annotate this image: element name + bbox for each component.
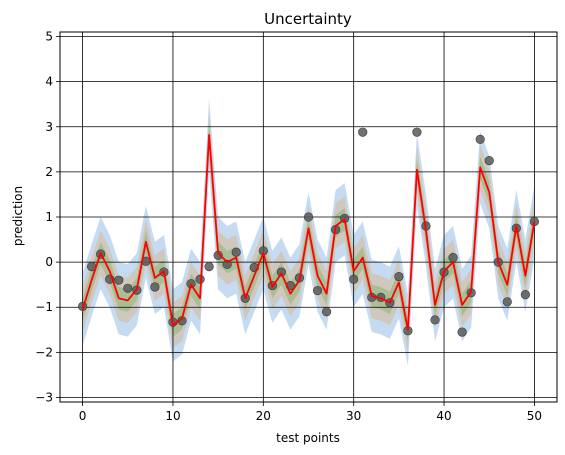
observation-point xyxy=(457,327,467,337)
observation-point xyxy=(430,315,440,325)
observation-point xyxy=(150,282,160,292)
y-tick-label: 2 xyxy=(45,165,53,179)
observation-point xyxy=(502,297,512,307)
x-tick-label: 40 xyxy=(436,409,451,423)
y-axis-label: prediction xyxy=(11,186,25,246)
y-tick-label: −1 xyxy=(35,300,53,314)
y-tick-label: 3 xyxy=(45,120,53,134)
observation-point xyxy=(484,155,494,166)
observation-point xyxy=(222,259,232,269)
observation-point xyxy=(475,134,485,144)
observation-point xyxy=(303,212,314,222)
y-tick-label: 5 xyxy=(45,30,53,44)
y-tick-label: 4 xyxy=(45,75,53,89)
observation-point xyxy=(349,274,359,284)
x-axis-ticks: 0 10 20 30 40 50 xyxy=(79,402,542,423)
x-axis-label: test points xyxy=(276,431,340,445)
y-tick-label: −3 xyxy=(35,390,53,404)
observation-point xyxy=(448,253,458,263)
observation-point xyxy=(520,290,530,300)
x-tick-label: 20 xyxy=(256,409,271,423)
observation-point xyxy=(321,307,332,317)
observation-point xyxy=(231,247,241,257)
y-tick-label: −2 xyxy=(35,345,53,359)
observation-point xyxy=(394,271,404,282)
x-tick-label: 50 xyxy=(527,409,542,423)
prediction-line-group xyxy=(81,133,536,331)
y-tick-label: 1 xyxy=(45,210,53,224)
observation-point xyxy=(276,267,286,277)
x-tick-label: 30 xyxy=(346,409,361,423)
x-tick-label: 10 xyxy=(165,409,180,423)
observation-point xyxy=(204,262,214,272)
observation-point xyxy=(123,283,133,293)
y-tick-label: 0 xyxy=(45,255,53,269)
predicted-mean-line xyxy=(81,133,536,331)
observation-point xyxy=(412,127,422,137)
observation-point xyxy=(358,127,368,137)
observation-point xyxy=(312,285,323,296)
x-tick-label: 0 xyxy=(79,409,87,423)
y-axis-ticks: −3 −2 −1 0 1 2 3 4 5 xyxy=(35,30,60,404)
observation-point xyxy=(114,275,124,285)
chart-title: Uncertainty xyxy=(264,10,352,28)
